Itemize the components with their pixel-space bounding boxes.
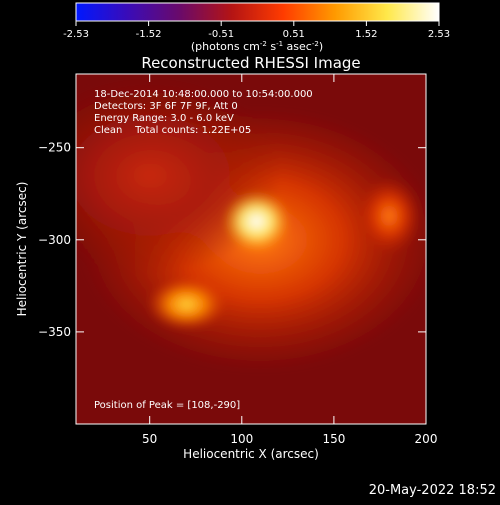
annotation-energy: Energy Range: 3.0 - 6.0 keV xyxy=(94,113,234,124)
heatmap-image xyxy=(76,74,426,424)
heatmap-source xyxy=(146,277,227,331)
heatmap-sources xyxy=(76,75,426,373)
x-tick-label: 150 xyxy=(322,432,345,446)
x-tick-label: 100 xyxy=(230,432,253,446)
footer-date: 20-May-2022 18:52 xyxy=(369,483,496,498)
heatmap-source xyxy=(223,191,290,252)
y-tick-label: −350 xyxy=(38,325,71,339)
annotation-clean: Clean Total counts: 1.22E+05 xyxy=(94,125,251,136)
y-axis-label: Heliocentric Y (arcsec) xyxy=(15,182,29,317)
colorbar-gradient xyxy=(75,2,440,22)
annotation-time: 18-Dec-2014 10:48:00.000 to 10:54:00.000 xyxy=(94,89,313,100)
colorbar-tick-label: -0.51 xyxy=(208,29,234,40)
colorbar-tick-label: -2.53 xyxy=(63,29,89,40)
y-axis: −250 −300 −350 xyxy=(38,141,426,339)
x-tick-label: 200 xyxy=(415,432,438,446)
x-tick-label: 50 xyxy=(142,432,157,446)
colorbar-tick-label: 0.51 xyxy=(283,29,305,40)
colorbar: -2.53 -1.52 -0.51 0.51 1.52 2.53 (photons cm-… xyxy=(63,2,450,53)
colorbar-unit-label: (photons cm-2 s-1 asec-2) xyxy=(191,40,323,53)
annotation-detectors: Detectors: 3F 6F 7F 9F, Att 0 xyxy=(94,101,238,112)
peak-position: Position of Peak = [108,-290] xyxy=(94,400,240,411)
heatmap-source xyxy=(356,176,423,256)
colorbar-tick-label: 2.53 xyxy=(428,29,450,40)
y-tick-label: −250 xyxy=(38,141,71,155)
chart-title: Reconstructed RHESSI Image xyxy=(141,54,360,72)
colorbar-ticks: -2.53 -1.52 -0.51 0.51 1.52 2.53 xyxy=(63,21,450,40)
annotations: 18-Dec-2014 10:48:00.000 to 10:54:00.000… xyxy=(94,89,313,411)
plot-frame xyxy=(75,73,427,425)
colorbar-tick-label: 1.52 xyxy=(355,29,377,40)
x-axis: 50 100 150 200 xyxy=(142,74,437,446)
y-tick-label: −300 xyxy=(38,233,71,247)
x-axis-label: Heliocentric X (arcsec) xyxy=(183,447,319,461)
colorbar-tick-label: -1.52 xyxy=(136,29,162,40)
